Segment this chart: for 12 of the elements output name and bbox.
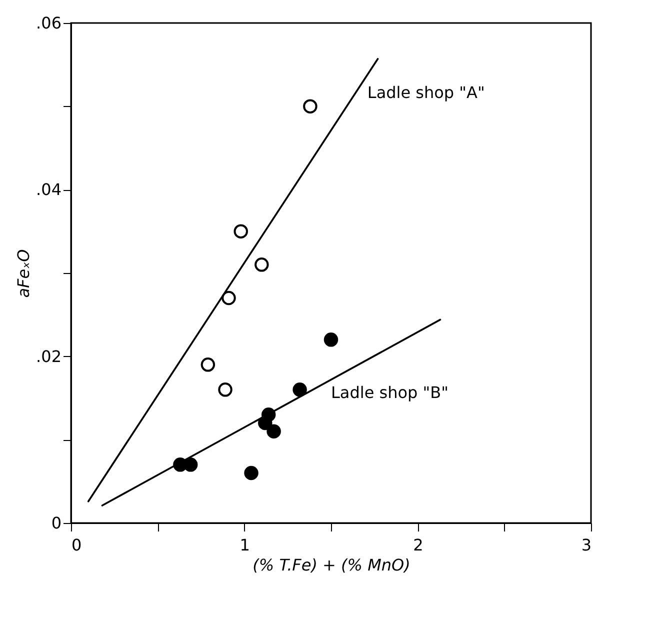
y-tick-label: .02 [36, 346, 62, 366]
x-tick-label: 2 [413, 536, 424, 554]
x-axis-title: (% T.Fe) + (% MnO) [252, 556, 410, 574]
y-tick-label: .04 [36, 180, 62, 200]
x-tick-label: 0 [72, 536, 82, 554]
y-tick-label: 0 [51, 514, 62, 532]
x-tick-label: 1 [240, 536, 250, 554]
annotation: Ladle shop "A" [367, 83, 485, 102]
y-tick-label: .06 [36, 14, 62, 32]
x-tick-label: 3 [581, 536, 592, 554]
y-axis-title: aFeₓO [14, 249, 34, 298]
annotation: Ladle shop "B" [331, 383, 448, 402]
